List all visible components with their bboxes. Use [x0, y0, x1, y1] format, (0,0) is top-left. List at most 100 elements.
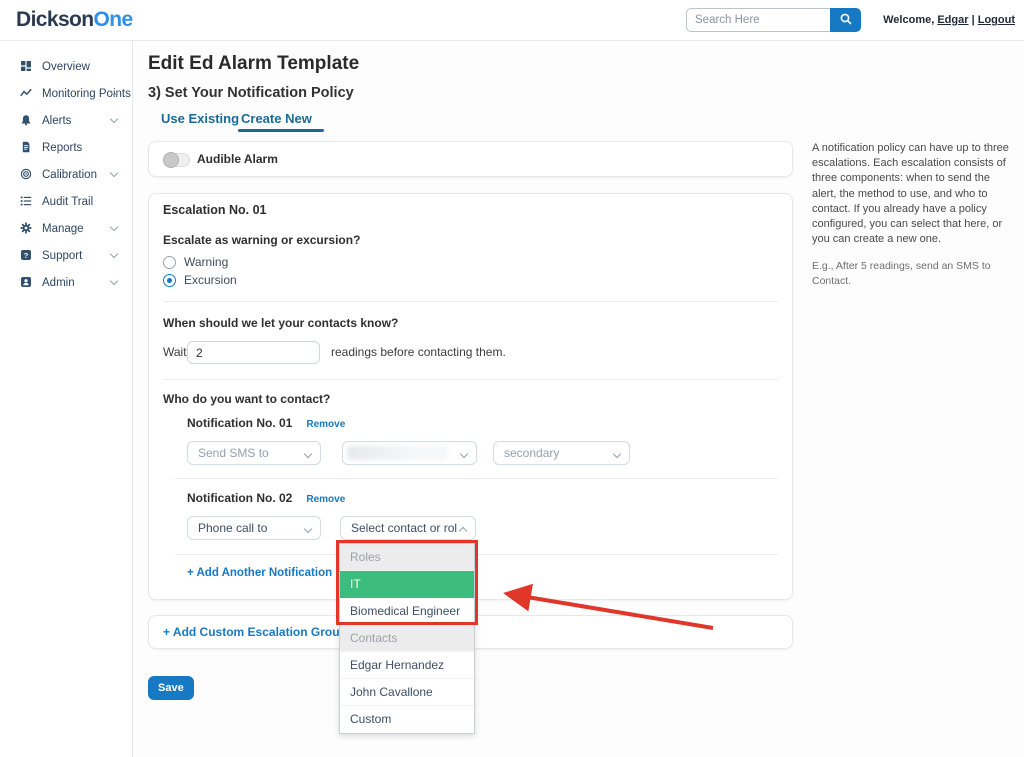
chevron-down-icon — [612, 449, 622, 459]
chevron-down-icon — [109, 276, 119, 286]
sidebar-label: Reports — [42, 141, 83, 154]
sidebar-label: Admin — [42, 276, 75, 289]
priority-value: secondary — [504, 446, 560, 460]
sidebar-label: Manage — [42, 222, 84, 235]
sidebar-label: Support — [42, 249, 83, 262]
sidebar-item-support[interactable]: ? Support — [0, 242, 132, 269]
sidebar-item-alerts[interactable]: Alerts — [0, 107, 132, 134]
tab-create-new[interactable]: Create New — [241, 111, 312, 126]
notification-2-contact-select[interactable]: Select contact or rol — [340, 516, 476, 540]
sidebar-item-reports[interactable]: Reports — [0, 134, 132, 161]
dropdown-option-edgar-hernandez[interactable]: Edgar Hernandez — [340, 652, 474, 679]
contact-role-dropdown: Roles IT Biomedical Engineer Contacts Ed… — [339, 543, 475, 734]
audible-alarm-toggle[interactable] — [163, 152, 190, 168]
who-question: Who do you want to contact? — [163, 392, 331, 406]
notification-2-title: Notification No. 02 — [187, 491, 293, 505]
divider — [175, 478, 778, 479]
notification-1-priority-select[interactable]: secondary — [493, 441, 630, 465]
sidebar-label: Audit Trail — [42, 195, 94, 208]
logo-primary: Dickson — [16, 8, 94, 31]
notification-2-method-select[interactable]: Phone call to — [187, 516, 321, 540]
method-value: Send SMS to — [198, 446, 269, 460]
chevron-down-icon — [303, 524, 313, 534]
remove-notification-2-link[interactable]: Remove — [306, 494, 346, 505]
method-value: Phone call to — [198, 521, 268, 535]
logo[interactable]: DicksonOne — [16, 8, 133, 32]
remove-notification-1-link[interactable]: Remove — [306, 419, 346, 430]
divider — [163, 301, 778, 302]
radio-excursion[interactable]: Excursion — [163, 273, 237, 287]
notification-1-contact-select[interactable] — [342, 441, 477, 465]
user-icon — [20, 276, 33, 289]
dropdown-option-biomedical-engineer[interactable]: Biomedical Engineer — [340, 598, 474, 625]
chevron-down-icon — [459, 449, 469, 459]
contact-value: Select contact or rol — [351, 521, 458, 535]
top-header: DicksonOne Welcome, Edgar | Logout — [0, 0, 1024, 41]
tab-use-existing[interactable]: Use Existing — [161, 111, 240, 126]
sidebar-label: Calibration — [42, 168, 97, 181]
radio-warning[interactable]: Warning — [163, 255, 228, 269]
logout-link[interactable]: Logout — [977, 14, 1015, 26]
sidebar-label: Alerts — [42, 114, 72, 127]
dropdown-option-custom[interactable]: Custom — [350, 712, 392, 726]
divider — [175, 554, 778, 555]
dropdown-group-roles: Roles — [340, 544, 474, 571]
welcome-text: Welcome, Edgar | Logout — [883, 14, 1015, 26]
chevron-down-icon — [109, 249, 119, 259]
dropdown-group-contacts: Contacts — [340, 625, 474, 652]
notification-2-header: Notification No. 02 Remove — [187, 491, 345, 505]
toggle-knob — [163, 152, 179, 168]
sidebar-item-audit-trail[interactable]: Audit Trail — [0, 188, 132, 215]
notification-1-header: Notification No. 01 Remove — [187, 416, 345, 430]
question-icon: ? — [20, 249, 33, 262]
save-button[interactable]: Save — [148, 676, 194, 700]
divider — [163, 379, 778, 380]
radio-circle-selected — [163, 273, 176, 287]
escalation-card: Escalation No. 01 Escalate as warning or… — [148, 193, 793, 600]
radio-circle — [163, 255, 176, 269]
sidebar-label: Monitoring Points — [42, 87, 131, 100]
dropdown-option-john-cavallone[interactable]: John Cavallone — [340, 679, 474, 706]
chevron-down-icon — [109, 114, 119, 124]
sidebar-item-overview[interactable]: Overview — [0, 53, 132, 80]
notification-1-method-select[interactable]: Send SMS to — [187, 441, 321, 465]
user-link[interactable]: Edgar — [937, 14, 969, 26]
add-custom-escalation-group-link[interactable]: + Add Custom Escalation Group — [163, 625, 347, 639]
sidebar-item-monitoring-points[interactable]: Monitoring Points — [0, 80, 132, 107]
help-panel: A notification policy can have up to thr… — [812, 141, 1014, 288]
chevron-down-icon — [303, 449, 313, 459]
svg-text:?: ? — [24, 251, 29, 260]
logo-accent: One — [93, 8, 134, 31]
report-icon — [20, 141, 33, 154]
escalation-type-question: Escalate as warning or excursion? — [163, 233, 361, 247]
search-button[interactable] — [830, 8, 861, 32]
help-paragraph: A notification policy can have up to thr… — [812, 142, 1009, 246]
redacted-contact-value — [347, 446, 448, 460]
audible-alarm-label: Audible Alarm — [197, 152, 278, 166]
sidebar-item-admin[interactable]: Admin — [0, 269, 132, 296]
dropdown-option-it[interactable]: IT — [340, 571, 474, 598]
bell-icon — [20, 114, 33, 127]
chevron-down-icon — [109, 222, 119, 232]
escalation-title: Escalation No. 01 — [163, 203, 267, 217]
chevron-down-icon — [109, 168, 119, 178]
wait-suffix: readings before contacting them. — [331, 345, 506, 359]
add-another-notification-link[interactable]: + Add Another Notification — [187, 567, 333, 579]
grid-icon — [20, 60, 33, 73]
help-example: E.g., After 5 readings, send an SMS to C… — [812, 260, 991, 287]
sidebar-label: Overview — [42, 60, 90, 73]
when-question: When should we let your contacts know? — [163, 316, 399, 330]
welcome-prefix: Welcome, — [883, 14, 935, 26]
list-icon — [20, 195, 33, 208]
sidebar-item-manage[interactable]: Manage — [0, 215, 132, 242]
sidebar-item-calibration[interactable]: Calibration — [0, 161, 132, 188]
chart-line-icon — [20, 87, 33, 100]
sidebar: Overview Monitoring Points Alerts Report… — [0, 41, 133, 757]
chevron-up-icon — [458, 526, 468, 536]
search-box — [686, 8, 861, 32]
radio-label: Excursion — [184, 273, 237, 287]
wait-readings-input[interactable] — [187, 341, 320, 364]
search-input[interactable] — [686, 8, 830, 32]
audible-alarm-card: Audible Alarm — [148, 141, 793, 177]
